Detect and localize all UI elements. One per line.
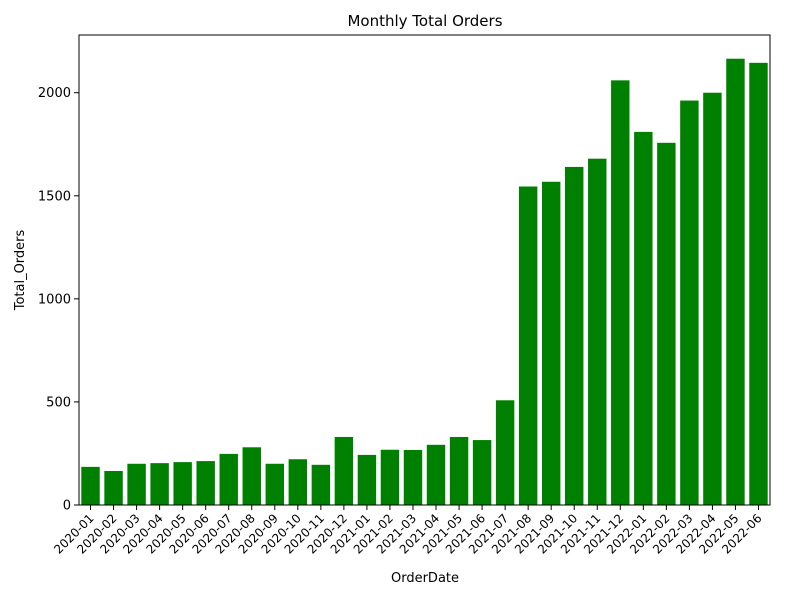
bar-2021-11 [588,158,607,505]
bar-2020-12 [334,436,354,505]
bar-2021-02 [380,449,400,505]
y-tick-label: 1000 [38,292,71,307]
bars-group [81,58,768,506]
bar-2021-08 [518,186,538,505]
chart-title: Monthly Total Orders [347,12,502,30]
bar-2020-08 [242,447,261,505]
bar-2022-04 [703,92,722,505]
bar-2020-05 [173,462,192,505]
bar-2020-10 [288,459,308,505]
bar-2020-04 [150,463,169,505]
y-tick-label: 500 [46,395,71,410]
x-axis-label: OrderDate [391,571,459,586]
y-tick-label: 0 [63,499,71,514]
bar-2021-01 [357,454,377,505]
y-axis-label: Total_Orders [13,229,28,311]
bar-2021-04 [426,444,446,505]
bar-2020-06 [196,461,215,505]
bar-2022-02 [657,142,676,505]
bar-2022-06 [749,62,768,505]
y-tick-label: 1500 [38,189,71,204]
y-tick-label: 2000 [38,86,71,101]
bar-2022-05 [726,58,745,506]
bar-2020-11 [311,464,331,505]
bar-2021-12 [611,80,630,505]
bar-2020-09 [265,463,284,505]
x-axis: 2020-012020-022020-032020-042020-052020-… [51,505,765,557]
bar-2021-05 [449,436,469,505]
bar-2020-02 [104,470,123,505]
bar-2020-07 [219,453,238,505]
bar-2020-01 [81,466,100,505]
y-axis: 0 500 1000 1500 2000 [38,86,79,514]
bar-2021-07 [495,400,515,505]
bar-2022-01 [634,131,653,505]
bar-2020-03 [127,463,146,505]
plot-frame [78,34,771,506]
bar-2021-03 [403,449,423,505]
bar-2021-09 [541,181,561,505]
bar-2022-03 [680,100,699,506]
bar-2021-06 [472,440,492,505]
bar-2021-10 [565,166,584,505]
